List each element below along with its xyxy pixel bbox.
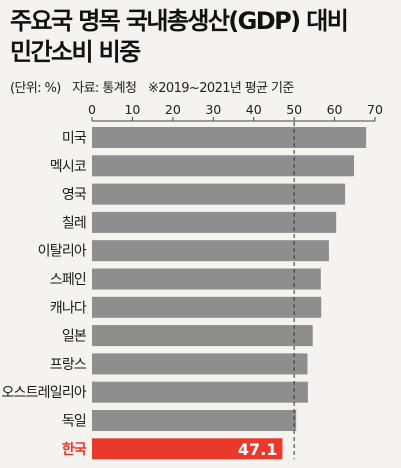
category-label: 스페인 [50,272,86,288]
x-tick-label: 60 [327,102,343,117]
bar [92,155,354,177]
bar [92,240,329,262]
highlight-value-label: 47.1 [238,440,277,459]
bar [92,381,308,403]
category-label: 한국 [62,442,87,458]
x-tick-label: 40 [246,102,262,117]
unit-label: (단위: %) [10,81,61,96]
category-label: 칠레 [62,215,86,231]
axis-layer: 0 10 20 30 40 50 60 70 [88,102,383,122]
category-label: 오스트레일리아 [1,385,86,401]
category-label: 이탈리아 [38,244,87,260]
x-tick-label: 50 [286,102,302,117]
bar-layer [92,127,367,460]
category-label: 멕시코 [50,159,87,175]
bar [92,325,313,347]
chart-meta: (단위: %) 자료: 통계청 ※2019~2021년 평균 기준 [10,77,302,96]
x-tick-label: 0 [88,102,96,117]
x-tick-label: 10 [124,102,140,117]
title-line-2: 민간소비 비중 [10,38,141,66]
category-label: 미국 [62,131,87,147]
category-label: 일본 [62,329,87,345]
bar [92,211,337,233]
bar-highlight [92,438,283,460]
bar [92,296,322,318]
category-label: 프랑스 [50,357,87,373]
title-line-1: 주요국 명목 국내총생산(GDP) 대비 [10,7,349,35]
category-label: 독일 [62,414,86,430]
x-tick-label: 70 [367,102,383,117]
bar [92,183,346,205]
bar [92,353,308,375]
category-label: 캐나다 [50,300,87,316]
source-label: 자료: 통계청 [72,81,137,96]
x-tick-label: 20 [165,102,181,117]
bar [92,268,321,290]
note-label: ※2019~2021년 평균 기준 [147,81,294,96]
category-label: 영국 [62,187,87,203]
bar [92,127,367,148]
x-tick-label: 30 [205,102,221,117]
bar [92,410,297,431]
chart-title: 주요국 명목 국내총생산(GDP) 대비 민간소비 비중 [10,6,395,68]
